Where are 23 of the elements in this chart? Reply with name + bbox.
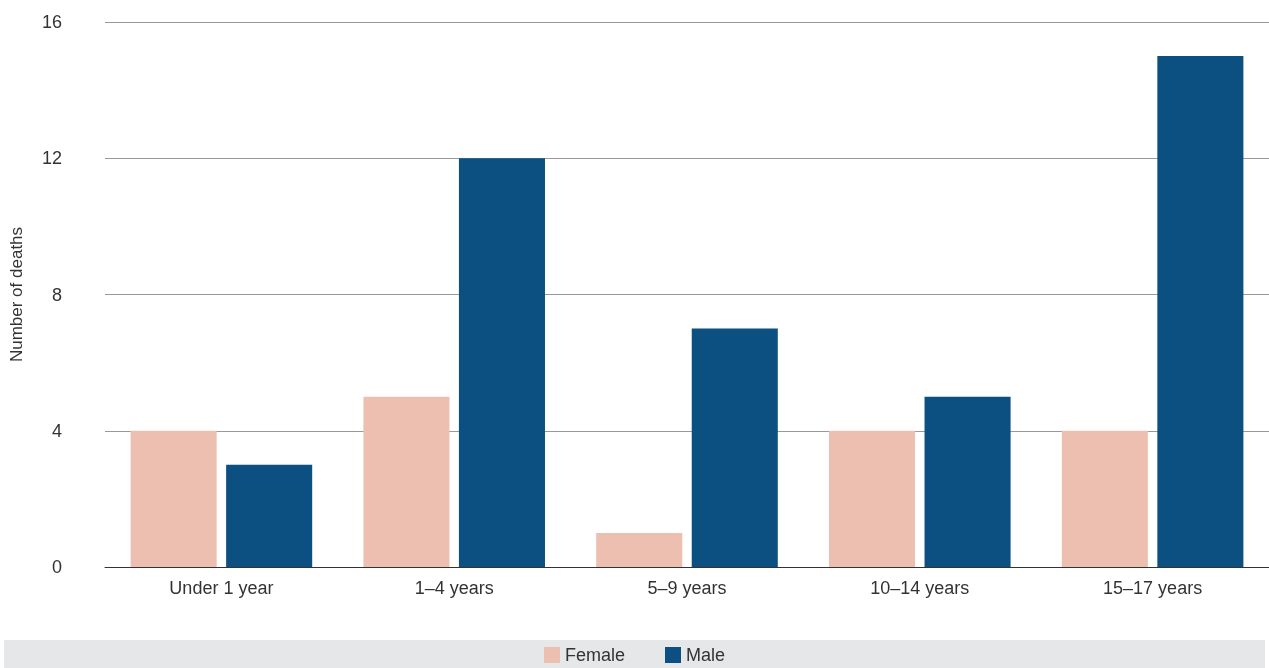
- bar: [1157, 56, 1244, 567]
- y-tick-label: 12: [41, 148, 62, 169]
- y-tick-label: 8: [51, 284, 62, 305]
- bar: [924, 396, 1011, 567]
- y-tick-label: 16: [41, 12, 62, 32]
- bar: [596, 532, 683, 567]
- x-tick-label: 1–4 years: [414, 578, 494, 598]
- y-tick-label: 0: [51, 557, 62, 577]
- bar: [829, 430, 916, 567]
- bar: [226, 464, 313, 567]
- x-tick-label: 5–9 years: [647, 578, 727, 598]
- x-tick-label: 15–17 years: [1103, 578, 1203, 598]
- bar: [363, 396, 450, 567]
- x-tick-label: 10–14 years: [870, 578, 970, 598]
- bar: [691, 328, 778, 567]
- bar: [1061, 430, 1148, 567]
- bar: [130, 430, 217, 567]
- bar: [458, 158, 545, 567]
- y-axis-title: Number of deaths: [7, 226, 26, 363]
- y-tick-label: 4: [51, 420, 62, 441]
- legend-label: Male: [686, 645, 726, 665]
- x-tick-label: Under 1 year: [169, 578, 274, 598]
- legend-label: Female: [564, 645, 626, 665]
